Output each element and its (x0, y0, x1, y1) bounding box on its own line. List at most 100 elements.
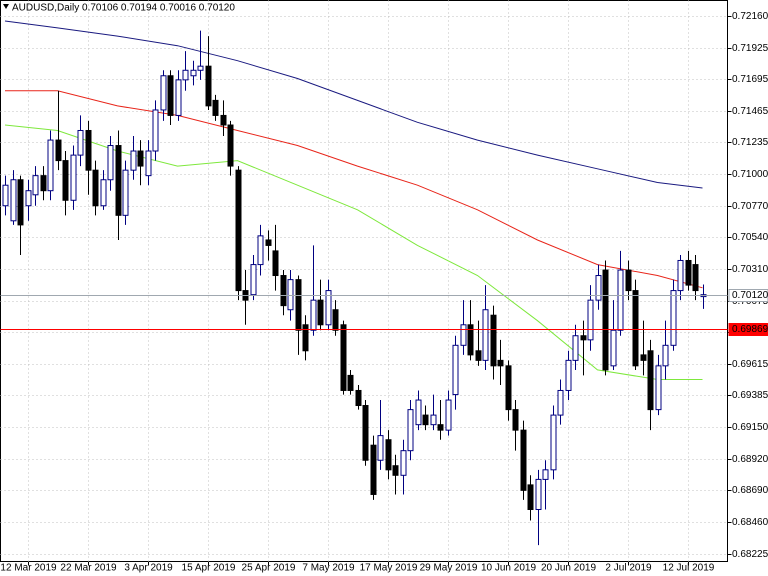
y-tick-label: 0.70310 (732, 264, 768, 275)
candle-body (460, 324, 467, 346)
candle-body (640, 354, 647, 361)
y-tick-label: 0.68225 (732, 549, 768, 560)
candle-body (2, 184, 9, 207)
candle-body (115, 145, 122, 216)
y-tick-label: 0.68920 (732, 454, 768, 465)
candle-body (662, 344, 669, 367)
candle-body (422, 414, 429, 426)
candle-body (362, 405, 369, 461)
candle-body (85, 129, 92, 171)
x-tick-label: 22 Mar 2019 (60, 563, 117, 574)
candle-body (40, 175, 47, 192)
x-tick-label: 15 Apr 2019 (182, 563, 236, 574)
price-label-box (728, 289, 768, 302)
candle-body (265, 239, 272, 246)
candle-body (370, 444, 377, 495)
candle-body (317, 299, 324, 326)
x-tick-label: 12 Mar 2019 (0, 563, 57, 574)
y-tick-label: 0.71235 (732, 137, 768, 148)
candle-body (670, 290, 677, 346)
candle-body (272, 250, 279, 277)
candle-body (280, 275, 287, 307)
x-tick-label: 3 Apr 2019 (124, 563, 173, 574)
x-tick-label: 29 May 2019 (420, 563, 478, 574)
candle-body (130, 150, 137, 171)
x-tick-label: 12 Jul 2019 (663, 563, 715, 574)
candle-body (535, 478, 542, 511)
candle-body (62, 160, 69, 201)
candle-body (347, 374, 354, 391)
candle-body (92, 169, 99, 207)
x-tick-label: 25 Apr 2019 (242, 563, 296, 574)
y-tick-label: 0.68690 (732, 485, 768, 496)
candle-body (580, 335, 587, 341)
candle-body (550, 414, 557, 471)
candle-body (145, 150, 152, 177)
y-tick-label: 0.71465 (732, 106, 768, 117)
candles (2, 30, 707, 546)
candle-body (250, 264, 257, 296)
candle-body (647, 350, 654, 411)
candle-body (520, 429, 527, 491)
candle-body (287, 279, 294, 311)
candle-body (325, 290, 332, 326)
candle-body (482, 309, 489, 361)
candle-body (430, 414, 437, 426)
candle-body (557, 389, 564, 416)
moving-average (5, 90, 703, 289)
candle-body (400, 450, 407, 476)
candle-body (602, 269, 609, 371)
candle-body (227, 124, 234, 167)
price-label: 0.70120 (732, 290, 768, 301)
candle-body (407, 409, 414, 452)
candle-body (100, 179, 107, 207)
candle-body (677, 259, 684, 292)
candle-body (377, 435, 384, 461)
candle-body (25, 190, 32, 207)
candle-body (152, 109, 159, 152)
price-label: 0.69869 (732, 324, 768, 335)
candle-body (632, 290, 639, 367)
y-tick-label: 0.69615 (732, 359, 768, 370)
candle-body (587, 299, 594, 341)
candle-body (310, 299, 317, 331)
y-tick-label: 0.70770 (732, 201, 768, 212)
candle-body (355, 389, 362, 407)
candle-body (17, 179, 24, 226)
candle-body (47, 139, 54, 192)
y-tick-label: 0.72160 (732, 11, 768, 22)
candle-body (475, 350, 482, 361)
candle-body (527, 484, 534, 511)
candle-body (107, 145, 114, 181)
y-tick-label: 0.71000 (732, 169, 768, 180)
y-tick-label: 0.71695 (732, 74, 768, 85)
candle-body (490, 314, 497, 367)
title-marker (3, 4, 9, 9)
candle-body (445, 399, 452, 431)
candle-body (220, 114, 227, 126)
candle-body (497, 359, 504, 367)
y-tick-label: 0.69385 (732, 390, 768, 401)
moving-average (4, 20, 703, 189)
candle-body (160, 75, 167, 111)
candle-body (55, 139, 62, 162)
candle-body (415, 399, 422, 426)
candle-body (692, 264, 699, 292)
candle-body (167, 75, 174, 116)
x-tick-label: 2 Jul 2019 (605, 563, 652, 574)
x-tick-label: 17 May 2019 (360, 563, 418, 574)
candle-body (235, 169, 242, 292)
candle-body (70, 154, 77, 201)
candle-body (205, 65, 212, 107)
x-tick-label: 7 May 2019 (302, 563, 355, 574)
candle-body (467, 324, 474, 356)
y-tick-label: 0.71925 (732, 43, 768, 54)
candle-body (32, 175, 39, 196)
y-tick-label: 0.70540 (732, 232, 768, 243)
candle-body (452, 344, 459, 396)
candle-body (137, 150, 144, 167)
candle-body (212, 99, 219, 116)
candle-body (175, 79, 182, 116)
candle-body (565, 359, 572, 391)
